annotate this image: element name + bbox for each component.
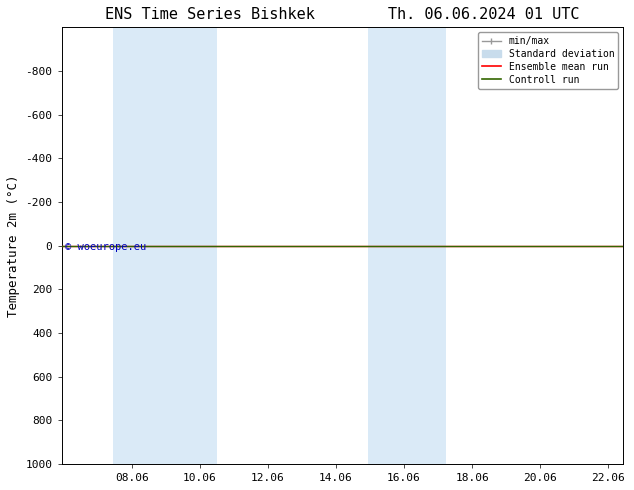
- Y-axis label: Temperature 2m (°C): Temperature 2m (°C): [7, 174, 20, 317]
- Title: ENS Time Series Bishkek        Th. 06.06.2024 01 UTC: ENS Time Series Bishkek Th. 06.06.2024 0…: [105, 7, 579, 22]
- Bar: [113, 27, 165, 464]
- Bar: [165, 27, 217, 464]
- Bar: [421, 27, 446, 464]
- Legend: min/max, Standard deviation, Ensemble mean run, Controll run: min/max, Standard deviation, Ensemble me…: [477, 32, 618, 89]
- Bar: [368, 27, 421, 464]
- Text: © woeurope.eu: © woeurope.eu: [65, 242, 146, 252]
